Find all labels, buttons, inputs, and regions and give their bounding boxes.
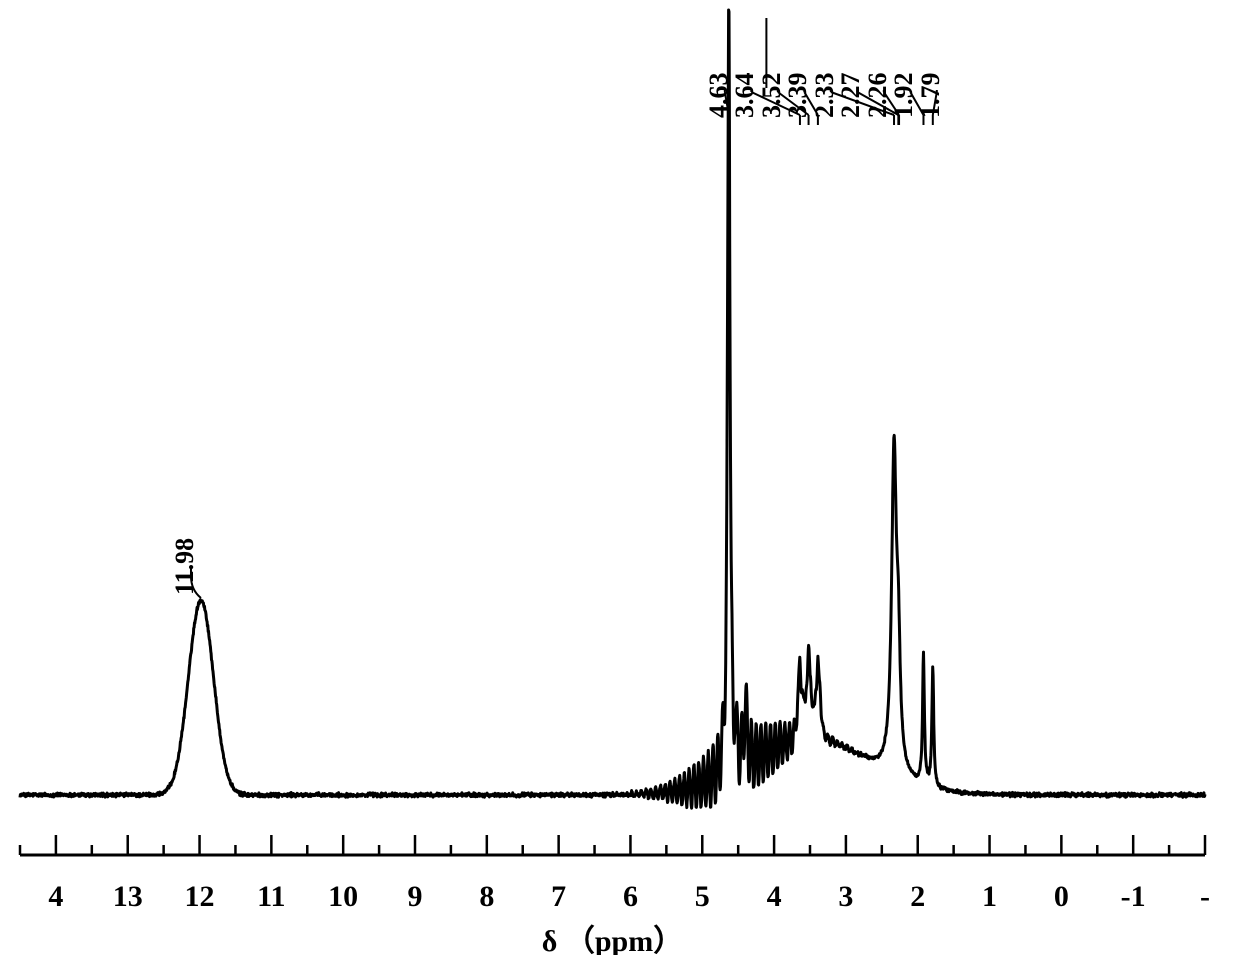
axis-tick-label: 4 <box>48 880 63 914</box>
peak-label: 2.27 <box>836 73 866 119</box>
axis-tick-label: 3 <box>838 880 853 914</box>
axis-tick-label: - <box>1200 880 1210 914</box>
axis-tick-label: 13 <box>113 880 143 914</box>
axis-tick-label: 1 <box>982 880 997 914</box>
axis-tick-label: 0 <box>1054 880 1069 914</box>
axis-tick-label: -1 <box>1121 880 1146 914</box>
peak-label: 11.98 <box>170 538 200 595</box>
peak-label: 1.92 <box>889 73 919 119</box>
axis-tick-label: 12 <box>185 880 215 914</box>
axis-tick-label: 10 <box>328 880 358 914</box>
x-axis-title: δ （ppm） <box>542 916 683 955</box>
axis-tick-label: 7 <box>551 880 566 914</box>
peak-label: 3.39 <box>783 73 813 119</box>
peak-label: 1.79 <box>916 73 946 119</box>
axis-tick-label: 5 <box>695 880 710 914</box>
axis-tick-label: 6 <box>623 880 638 914</box>
axis-tick-label: 4 <box>767 880 782 914</box>
axis-tick-label: 8 <box>479 880 494 914</box>
axis-tick-label: 2 <box>910 880 925 914</box>
axis-tick-label: 9 <box>408 880 423 914</box>
axis-tick-label: 11 <box>257 880 285 914</box>
peak-label: 3.64 <box>730 73 760 119</box>
spectrum-svg <box>0 0 1240 955</box>
nmr-spectrum-figure: 11.984.633.643.523.392.332.272.261.921.7… <box>0 0 1240 955</box>
